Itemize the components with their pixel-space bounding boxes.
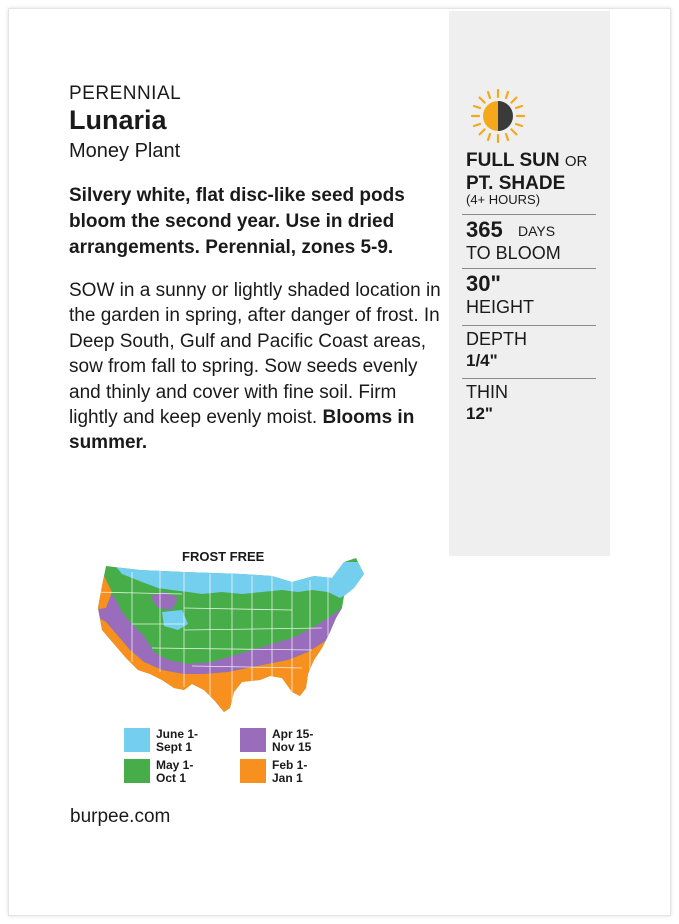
sowing-instructions: SOW in a sunny or lightly shaded locatio…: [69, 278, 441, 456]
legend-label: Jan 1: [272, 771, 303, 785]
depth-value: 1/4": [466, 351, 498, 370]
plant-type: PERENNIAL: [69, 83, 182, 104]
legend-label: June 1-: [156, 727, 199, 741]
growing-info-sidebar: [449, 11, 610, 556]
legend-item: June 1- Sept 1: [124, 728, 198, 754]
sowing-text: SOW in a sunny or lightly shaded locatio…: [69, 280, 441, 429]
height-label: HEIGHT: [466, 297, 535, 317]
height-value: 30": [466, 271, 501, 296]
legend-item: Feb 1- Jan 1: [240, 759, 307, 785]
sun-hours: (4+ HOURS): [466, 192, 541, 207]
days-word: DAYS: [518, 223, 556, 239]
legend-label: Oct 1: [156, 771, 187, 785]
legend-item: Apr 15- Nov 15: [240, 728, 313, 754]
sun-or: OR: [564, 153, 588, 170]
sun-main: FULL SUN: [466, 150, 560, 171]
legend-swatch: [124, 728, 150, 752]
thin-label: THIN: [466, 382, 508, 402]
legend-label: Sept 1: [156, 740, 193, 754]
legend-swatch: [124, 759, 150, 783]
depth-label: DEPTH: [466, 329, 528, 349]
legend-item: May 1- Oct 1: [124, 759, 193, 785]
sun-alt: PT. SHADE: [466, 173, 566, 194]
legend-label: May 1-: [156, 758, 194, 772]
map-title: FROST FREE: [182, 549, 265, 564]
thin-value: 12": [466, 404, 493, 423]
legend-label: Feb 1-: [272, 758, 308, 772]
divider: [462, 214, 596, 215]
divider: [462, 325, 596, 326]
frost-free-us-map: [98, 558, 364, 712]
plant-name: Lunaria: [69, 105, 167, 135]
plant-description: Silvery white, flat disc-like seed pods …: [69, 185, 405, 258]
half-sun-icon: [470, 88, 526, 144]
legend-label: Nov 15: [272, 740, 312, 754]
divider: [462, 268, 596, 269]
sun-requirement: FULL SUN OR PT. SHADE: [466, 150, 606, 195]
bloom-note: Blooms in summer.: [69, 407, 415, 454]
days-to-bloom-label: TO BLOOM: [466, 243, 561, 263]
legend-label: Apr 15-: [272, 727, 314, 741]
legend-swatch: [240, 759, 266, 783]
divider: [462, 378, 596, 379]
website-link[interactable]: burpee.com: [70, 806, 171, 827]
days-to-bloom-value: 365: [466, 217, 503, 242]
legend-swatch: [240, 728, 266, 752]
common-name: Money Plant: [69, 140, 181, 162]
